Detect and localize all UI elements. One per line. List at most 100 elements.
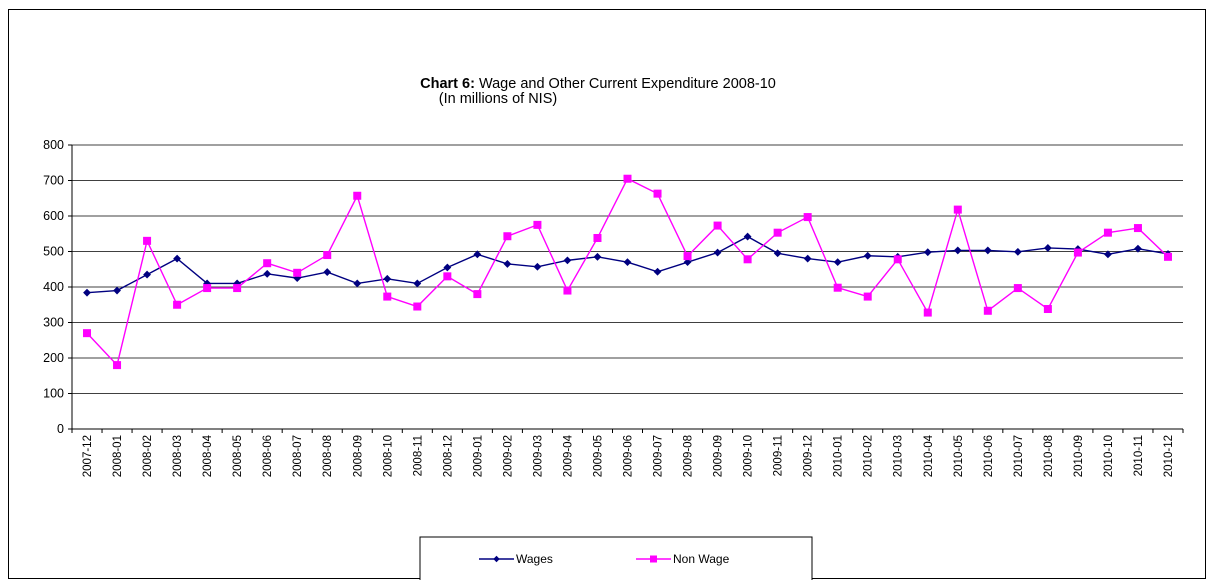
non-wage-point xyxy=(293,268,302,277)
wages-point xyxy=(923,248,932,257)
non-wage-point xyxy=(473,290,482,299)
legend-label-wages: Wages xyxy=(516,552,553,566)
non-wage-point xyxy=(203,284,212,293)
non-wage-point xyxy=(773,228,782,237)
series-line-non-wage xyxy=(86,177,1169,367)
line-chart: Chart 6: Wage and Other Current Expendit… xyxy=(43,76,1184,580)
x-tick-label: 2008-08 xyxy=(322,435,334,477)
legend: Wages Non Wage xyxy=(419,536,813,580)
non-wage-point xyxy=(1013,284,1022,293)
x-tick-label: 2010-10 xyxy=(1103,435,1115,477)
non-wage-point xyxy=(803,213,812,222)
wages-point xyxy=(323,268,332,276)
wages-point xyxy=(803,254,812,263)
y-tick-label: 0 xyxy=(57,422,64,436)
x-tick-label: 2010-12 xyxy=(1163,435,1175,477)
wages-point xyxy=(473,250,482,259)
wages-point xyxy=(1104,250,1112,259)
non-wage-point xyxy=(683,252,692,261)
wages-point xyxy=(563,256,572,265)
x-tick-label: 2008-06 xyxy=(262,435,274,477)
x-tick-label: 2008-09 xyxy=(352,435,364,477)
wages-point xyxy=(383,274,392,283)
non-wage-point xyxy=(353,191,362,200)
wages-point xyxy=(683,258,692,267)
wages-point xyxy=(983,246,992,255)
x-tick-label: 2010-05 xyxy=(953,435,965,477)
non-wage-point xyxy=(743,255,752,264)
non-wage-point xyxy=(383,292,392,301)
x-tick-label: 2008-02 xyxy=(142,435,154,477)
non-wage-point xyxy=(953,205,962,214)
legend-label-non-wage: Non Wage xyxy=(673,552,730,566)
y-tick-label: 100 xyxy=(43,387,64,401)
wages-point xyxy=(143,270,151,279)
wages-point xyxy=(263,269,272,278)
non-wage-point xyxy=(623,174,632,183)
y-tick-label: 800 xyxy=(43,138,64,152)
wages-point xyxy=(503,260,512,268)
x-tick-label: 2009-06 xyxy=(623,435,635,477)
y-tick-label: 300 xyxy=(43,316,64,330)
x-tick-label: 2008-05 xyxy=(232,435,244,477)
non-wage-point xyxy=(323,251,332,260)
x-tick-label: 2008-07 xyxy=(292,435,304,477)
wages-point xyxy=(953,246,962,255)
wages-point xyxy=(533,262,542,271)
x-tick-label: 2010-09 xyxy=(1073,435,1085,477)
non-wage-point xyxy=(1133,224,1142,233)
non-wage-point xyxy=(443,272,452,281)
chart-frame: Chart 6: Wage and Other Current Expendit… xyxy=(8,9,1206,580)
x-tick-label: 2009-05 xyxy=(592,435,604,477)
x-tick-label: 2009-07 xyxy=(653,435,665,477)
non-wage-point xyxy=(533,220,542,229)
x-tick-label: 2009-11 xyxy=(773,435,785,476)
x-tick-label: 2009-04 xyxy=(562,434,574,477)
x-tick-label: 2009-08 xyxy=(683,435,695,477)
x-tick-label: 2010-08 xyxy=(1043,435,1055,477)
wages-point xyxy=(863,251,872,260)
chart-subtitle: (In millions of NIS) xyxy=(439,91,557,107)
x-tick-label: 2009-10 xyxy=(743,435,755,477)
wages-point xyxy=(83,288,91,297)
non-wage-point xyxy=(983,306,992,315)
non-wage-point xyxy=(653,189,662,198)
y-tick-label: 200 xyxy=(43,351,64,365)
chart-title-rest: Wage and Other Current Expenditure 2008-… xyxy=(475,76,776,92)
x-tick-label: 2010-11 xyxy=(1133,435,1145,476)
non-wage-point xyxy=(83,329,92,338)
non-wage-point xyxy=(413,302,422,311)
wages-point xyxy=(743,232,752,241)
wages-point xyxy=(443,263,452,272)
x-tick-label: 2010-06 xyxy=(983,435,995,477)
legend-marker-wages xyxy=(493,555,500,563)
wages-point xyxy=(1134,244,1142,253)
non-wage-point xyxy=(563,286,572,295)
wages-point xyxy=(173,254,182,263)
wages-point xyxy=(353,279,362,288)
wages-point xyxy=(1043,244,1052,252)
x-tick-label: 2008-11 xyxy=(412,435,424,476)
chart-title-bold: Chart 6: xyxy=(420,76,475,92)
x-tick-label: 2008-10 xyxy=(382,435,394,477)
gridlines xyxy=(72,144,1183,394)
y-tick-label: 500 xyxy=(43,245,64,259)
wages-point xyxy=(623,258,632,267)
non-wage-point xyxy=(833,283,842,292)
wages-point xyxy=(413,279,422,288)
non-wage-point xyxy=(233,284,242,293)
y-tick-label: 400 xyxy=(43,280,64,294)
y-tick-label: 700 xyxy=(43,174,64,188)
x-tick-label: 2008-12 xyxy=(442,435,454,477)
non-wage-point xyxy=(713,221,722,230)
x-tick-label: 2008-03 xyxy=(172,435,184,477)
non-wage-point xyxy=(503,232,512,241)
x-tick-label: 2010-04 xyxy=(923,434,935,477)
wages-point xyxy=(653,267,662,276)
y-tick-label: 600 xyxy=(43,209,64,223)
x-tick-label: 2009-01 xyxy=(472,435,484,477)
x-tick-label: 2009-03 xyxy=(532,435,544,477)
series-markers xyxy=(83,174,1172,370)
non-wage-point xyxy=(923,308,932,317)
non-wage-point xyxy=(863,292,872,301)
